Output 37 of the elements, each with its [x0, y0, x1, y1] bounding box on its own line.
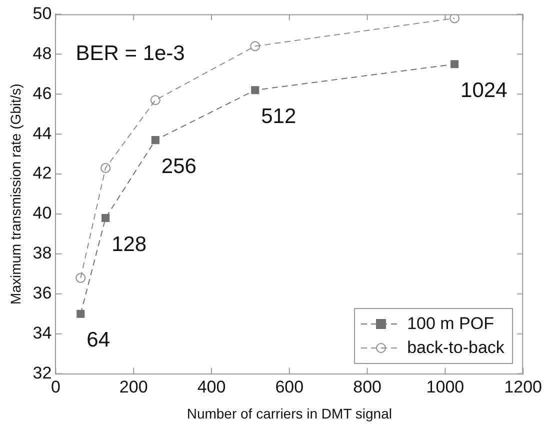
x-tick-label: 1000 — [426, 378, 464, 397]
y-tick-label: 34 — [32, 324, 52, 343]
annotation: 64 — [86, 328, 110, 352]
y-tick-label: 36 — [32, 284, 52, 303]
x-tick-label: 1200 — [504, 378, 542, 397]
y-tick-label: 46 — [32, 84, 52, 103]
x-tick-label: 400 — [197, 378, 226, 397]
x-axis-title: Number of carriers in DMT signal — [186, 405, 392, 422]
x-tick-label: 600 — [275, 378, 304, 397]
point — [150, 95, 160, 106]
point — [100, 163, 111, 174]
x-tick-label: 200 — [119, 378, 148, 397]
annotation: 256 — [161, 154, 196, 178]
legend-label: back-to-back — [407, 338, 504, 358]
point — [251, 86, 260, 94]
point — [450, 14, 460, 24]
x-tick-label: 0 — [50, 378, 60, 397]
y-tick-label: 44 — [32, 124, 52, 143]
annotation: 1024 — [460, 78, 508, 102]
point — [102, 214, 110, 222]
point — [250, 41, 260, 52]
y-tick-label: 40 — [32, 204, 52, 223]
legend-label: 100 m POF — [407, 314, 494, 334]
point — [151, 136, 160, 144]
point — [76, 272, 86, 283]
annotation: BER = 1e-3 — [76, 42, 185, 65]
annotation: 128 — [112, 232, 147, 256]
y-axis-title: Maximum transmission rate (Gbit/s) — [7, 84, 24, 304]
point — [76, 310, 85, 318]
y-tick-label: 32 — [32, 363, 52, 382]
annotation: 512 — [261, 104, 296, 128]
y-tick-label: 48 — [32, 44, 52, 63]
y-tick-label: 50 — [32, 4, 52, 23]
y-tick-label: 38 — [32, 244, 52, 263]
y-tick-label: 42 — [32, 164, 52, 183]
x-tick-label: 800 — [353, 378, 382, 397]
point — [450, 60, 459, 68]
